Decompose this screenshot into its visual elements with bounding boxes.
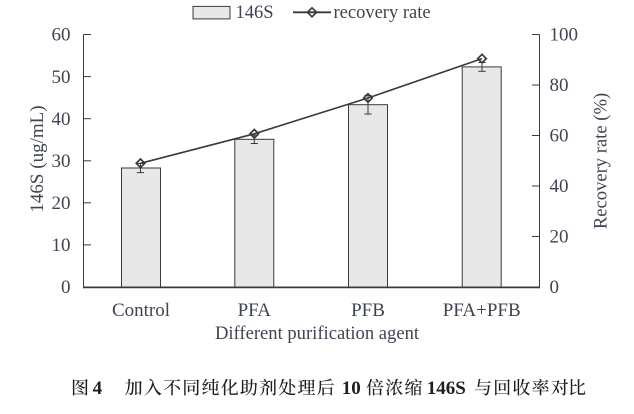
- svg-text:0: 0: [550, 277, 560, 298]
- svg-text:4: 4: [93, 378, 103, 399]
- svg-text:recovery rate: recovery rate: [334, 3, 431, 23]
- svg-text:10: 10: [52, 235, 71, 256]
- svg-text:100: 100: [550, 25, 579, 46]
- svg-text:50: 50: [52, 67, 71, 88]
- svg-text:Different purification agent: Different purification agent: [215, 323, 420, 344]
- svg-text:PFA: PFA: [238, 300, 272, 321]
- svg-text:PFB: PFB: [351, 300, 385, 321]
- svg-text:20: 20: [52, 193, 71, 214]
- svg-text:20: 20: [550, 227, 569, 248]
- svg-text:60: 60: [550, 126, 569, 147]
- svg-text:Recovery rate (%): Recovery rate (%): [591, 93, 612, 229]
- svg-text:10: 10: [342, 378, 361, 399]
- svg-text:PFA+PFB: PFA+PFB: [443, 300, 521, 321]
- svg-text:40: 40: [52, 109, 71, 130]
- svg-text:40: 40: [550, 176, 569, 197]
- svg-text:60: 60: [52, 25, 71, 46]
- svg-text:Control: Control: [112, 300, 170, 321]
- svg-text:146S: 146S: [427, 378, 466, 399]
- svg-text:30: 30: [52, 151, 71, 172]
- svg-text:0: 0: [61, 277, 71, 298]
- svg-text:146S (ug/mL): 146S (ug/mL): [27, 105, 48, 212]
- svg-text:146S: 146S: [236, 3, 274, 23]
- svg-text:80: 80: [550, 75, 569, 96]
